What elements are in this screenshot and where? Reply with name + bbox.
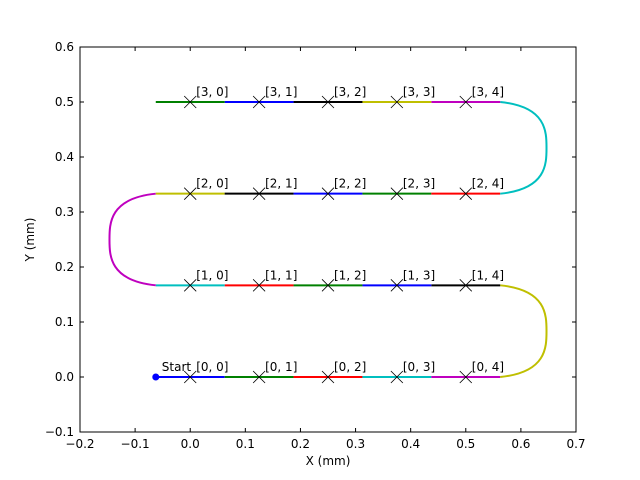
- point-label-2: [0, 2]: [334, 360, 366, 374]
- point-label-5: [1, 0]: [196, 268, 228, 282]
- point-label-0: [0, 0]: [196, 360, 228, 374]
- point-marker-10: [183, 187, 197, 200]
- path-turn-17: [500, 101, 548, 195]
- y-tick-label-4: 0.3: [55, 205, 74, 219]
- point-marker-13: [390, 187, 404, 200]
- point-marker-4: [459, 370, 473, 384]
- point-label-17: [3, 2]: [334, 85, 366, 99]
- start-marker: [152, 373, 160, 381]
- point-label-7: [1, 2]: [334, 268, 366, 282]
- y-tick-label-3: 0.2: [55, 260, 74, 274]
- point-marker-9: [459, 279, 473, 292]
- point-marker-0: [183, 370, 197, 384]
- point-marker-18: [390, 95, 404, 109]
- point-label-18: [3, 3]: [403, 85, 435, 99]
- x-tick-label-6: 0.4: [401, 437, 420, 451]
- y-axis-title: Y (mm): [23, 218, 37, 263]
- point-label-9: [1, 4]: [472, 268, 504, 282]
- y-tick-label-7: 0.6: [55, 40, 74, 54]
- x-axis-title: X (mm): [306, 454, 351, 468]
- x-tick-label-4: 0.2: [291, 437, 310, 451]
- x-tick-label-0: −0.2: [65, 437, 94, 451]
- point-marker-6: [252, 279, 266, 292]
- path-turn-11: [108, 192, 156, 287]
- axes-frame: [79, 46, 577, 433]
- plot-area: Start [0, 0] [0, 1] [0, 2] [0, 3] [0, 4] [1, 0…: [108, 85, 548, 384]
- y-tick-label-2: 0.1: [55, 315, 74, 329]
- point-marker-14: [459, 187, 473, 200]
- x-tick-label-8: 0.6: [511, 437, 530, 451]
- point-label-4: [0, 4]: [472, 360, 504, 374]
- x-tick-label-3: 0.1: [236, 437, 255, 451]
- point-label-16: [3, 1]: [265, 85, 297, 99]
- axes: −0.2 −0.1 0.0 0.1 0.2 0.3 0.4 0.5 0.6 0.7−0.10.00…: [45, 40, 586, 451]
- point-marker-17: [321, 95, 335, 109]
- point-label-6: [1, 1]: [265, 268, 297, 282]
- point-marker-15: [183, 95, 197, 109]
- x-tick-label-9: 0.7: [566, 437, 585, 451]
- point-label-19: [3, 4]: [472, 85, 504, 99]
- point-marker-3: [390, 370, 404, 384]
- start-label: Start: [162, 360, 192, 374]
- point-label-15: [3, 0]: [196, 85, 228, 99]
- path-turn-5: [500, 284, 548, 378]
- point-label-14: [2, 4]: [472, 177, 504, 191]
- y-tick-label-1: 0.0: [55, 370, 74, 384]
- x-tick-label-2: 0.0: [181, 437, 200, 451]
- point-marker-7: [321, 279, 335, 292]
- point-label-13: [2, 3]: [403, 177, 435, 191]
- point-marker-5: [183, 279, 197, 292]
- x-tick-label-7: 0.5: [456, 437, 475, 451]
- point-marker-11: [252, 187, 266, 200]
- point-label-12: [2, 2]: [334, 177, 366, 191]
- point-label-10: [2, 0]: [196, 177, 228, 191]
- point-marker-2: [321, 370, 335, 384]
- x-tick-label-5: 0.3: [346, 437, 365, 451]
- y-tick-label-6: 0.5: [55, 95, 74, 109]
- x-tick-label-1: −0.1: [121, 437, 150, 451]
- point-marker-19: [459, 95, 473, 109]
- point-marker-8: [390, 279, 404, 292]
- point-label-8: [1, 3]: [403, 268, 435, 282]
- point-label-11: [2, 1]: [265, 177, 297, 191]
- y-tick-label-5: 0.4: [55, 150, 74, 164]
- point-marker-16: [252, 95, 266, 109]
- point-label-1: [0, 1]: [265, 360, 297, 374]
- point-label-3: [0, 3]: [403, 360, 435, 374]
- y-tick-label-0: −0.1: [45, 425, 74, 439]
- point-marker-12: [321, 187, 335, 200]
- point-marker-1: [252, 370, 266, 384]
